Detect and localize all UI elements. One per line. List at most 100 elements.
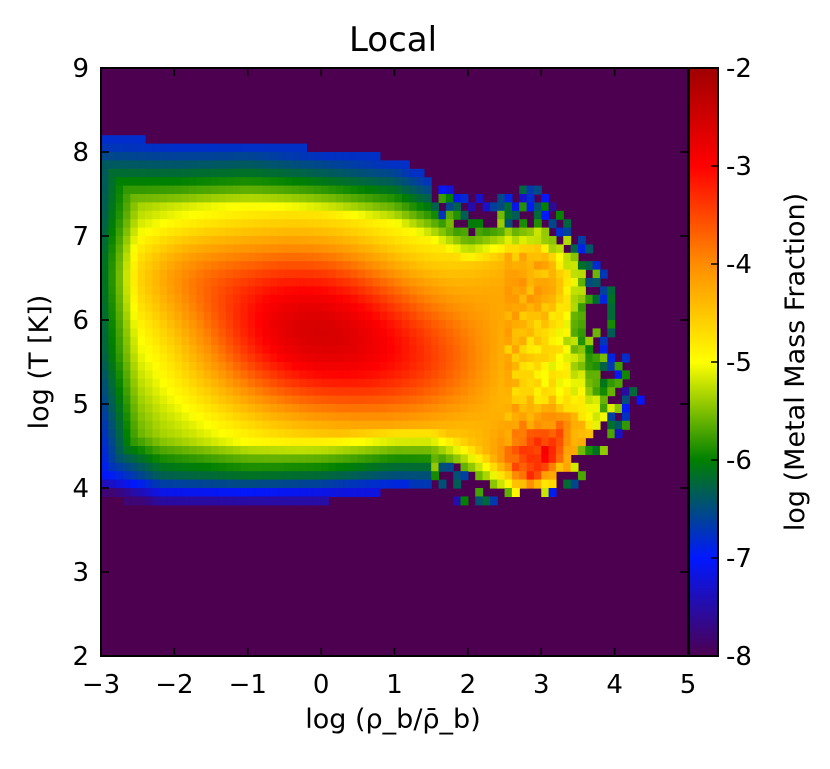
- heatmap-cell: [533, 471, 542, 481]
- heatmap-cell: [416, 194, 425, 203]
- heatmap-cell: [269, 378, 278, 388]
- heatmap-cell: [570, 261, 579, 271]
- heatmap-cell: [284, 168, 293, 178]
- heatmap-cell: [277, 370, 286, 380]
- heatmap-cell: [372, 336, 381, 346]
- heatmap-cell: [189, 479, 197, 489]
- heatmap-cell: [269, 412, 278, 422]
- heatmap-cell: [152, 395, 161, 405]
- heatmap-cell: [350, 353, 359, 363]
- heatmap-cell: [203, 194, 212, 203]
- heatmap-cell: [504, 429, 513, 439]
- heatmap-cell: [401, 378, 410, 388]
- heatmap-cell: [299, 236, 308, 245]
- heatmap-cell: [211, 244, 219, 254]
- heatmap-cell: [504, 210, 513, 220]
- heatmap-cell: [211, 496, 219, 506]
- heatmap-cell: [467, 353, 476, 363]
- heatmap-cell: [262, 152, 271, 161]
- heatmap-cell: [585, 353, 594, 363]
- heatmap-cell: [423, 294, 432, 304]
- heatmap-cell: [445, 404, 454, 413]
- heatmap-cell: [233, 446, 242, 455]
- heatmap-cell: [629, 387, 638, 397]
- heatmap-cell: [467, 336, 476, 346]
- heatmap-cell: [475, 269, 484, 279]
- heatmap-cell: [262, 437, 271, 447]
- heatmap-cell: [497, 236, 506, 245]
- heatmap-cell: [284, 143, 293, 153]
- heatmap-cell: [240, 278, 249, 287]
- heatmap-cell: [570, 345, 579, 355]
- heatmap-cell: [115, 387, 124, 397]
- heatmap-cell: [174, 320, 183, 329]
- heatmap-cell: [262, 311, 271, 321]
- heatmap-cell: [211, 404, 219, 413]
- heatmap-cell: [423, 194, 432, 203]
- heatmap-cell: [526, 278, 535, 287]
- heatmap-cell: [321, 278, 330, 287]
- heatmap-cell: [541, 395, 550, 405]
- heatmap-cell: [328, 336, 337, 346]
- heatmap-cell: [152, 269, 161, 279]
- heatmap-cell: [123, 177, 131, 187]
- heatmap-cell: [225, 378, 234, 388]
- heatmap-cell: [504, 362, 513, 371]
- heatmap-cell: [247, 194, 256, 203]
- heatmap-cell: [497, 286, 506, 296]
- heatmap-cell: [387, 412, 396, 422]
- heatmap-cell: [489, 269, 498, 279]
- heatmap-cell: [181, 429, 190, 439]
- heatmap-cell: [372, 278, 381, 287]
- heatmap-cell: [563, 387, 572, 397]
- heatmap-cell: [467, 395, 476, 405]
- heatmap-cell: [460, 303, 469, 313]
- heatmap-cell: [533, 437, 542, 447]
- heatmap-cell: [159, 387, 168, 397]
- heatmap-cell: [101, 479, 109, 489]
- y-tick-label: 3: [72, 558, 89, 588]
- heatmap-cell: [526, 294, 535, 304]
- heatmap-cell: [570, 353, 579, 363]
- heatmap-cell: [541, 294, 550, 304]
- heatmap-cell: [152, 143, 161, 153]
- heatmap-cell: [137, 286, 146, 296]
- heatmap-cell: [284, 496, 293, 506]
- heatmap-cell: [130, 236, 139, 245]
- heatmap-cell: [445, 261, 454, 271]
- heatmap-cell: [475, 278, 484, 287]
- heatmap-cell: [306, 496, 315, 506]
- heatmap-cell: [548, 244, 557, 254]
- heatmap-cell: [533, 236, 542, 245]
- heatmap-cell: [240, 143, 249, 153]
- heatmap-cell: [489, 395, 498, 405]
- x-tick-label: −3: [82, 670, 120, 700]
- heatmap-cell: [189, 496, 197, 506]
- heatmap-cell: [225, 194, 234, 203]
- heatmap-cell: [570, 387, 579, 397]
- heatmap-cell: [247, 244, 256, 254]
- heatmap-cell: [548, 462, 557, 472]
- heatmap-cell: [372, 152, 381, 161]
- heatmap-cell: [453, 328, 462, 338]
- heatmap-cell: [101, 278, 109, 287]
- heatmap-cell: [152, 353, 161, 363]
- heatmap-cell: [497, 378, 506, 388]
- heatmap-cell: [130, 194, 139, 203]
- heatmap-cell: [431, 269, 440, 279]
- heatmap-cell: [137, 429, 146, 439]
- heatmap-cell: [350, 454, 359, 464]
- heatmap-cell: [262, 219, 271, 229]
- heatmap-cell: [137, 412, 146, 422]
- heatmap-cell: [519, 462, 528, 472]
- heatmap-cell: [401, 219, 410, 229]
- heatmap-cell: [291, 446, 300, 455]
- heatmap-cell: [181, 194, 190, 203]
- heatmap-cell: [570, 303, 579, 313]
- heatmap-cell: [211, 252, 219, 262]
- heatmap-cell: [526, 185, 535, 195]
- heatmap-cell: [123, 488, 131, 497]
- heatmap-cell: [555, 294, 564, 304]
- heatmap-cell: [343, 429, 352, 439]
- heatmap-cell: [225, 252, 234, 262]
